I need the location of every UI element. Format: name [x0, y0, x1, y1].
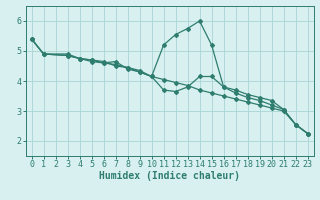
- X-axis label: Humidex (Indice chaleur): Humidex (Indice chaleur): [99, 171, 240, 181]
